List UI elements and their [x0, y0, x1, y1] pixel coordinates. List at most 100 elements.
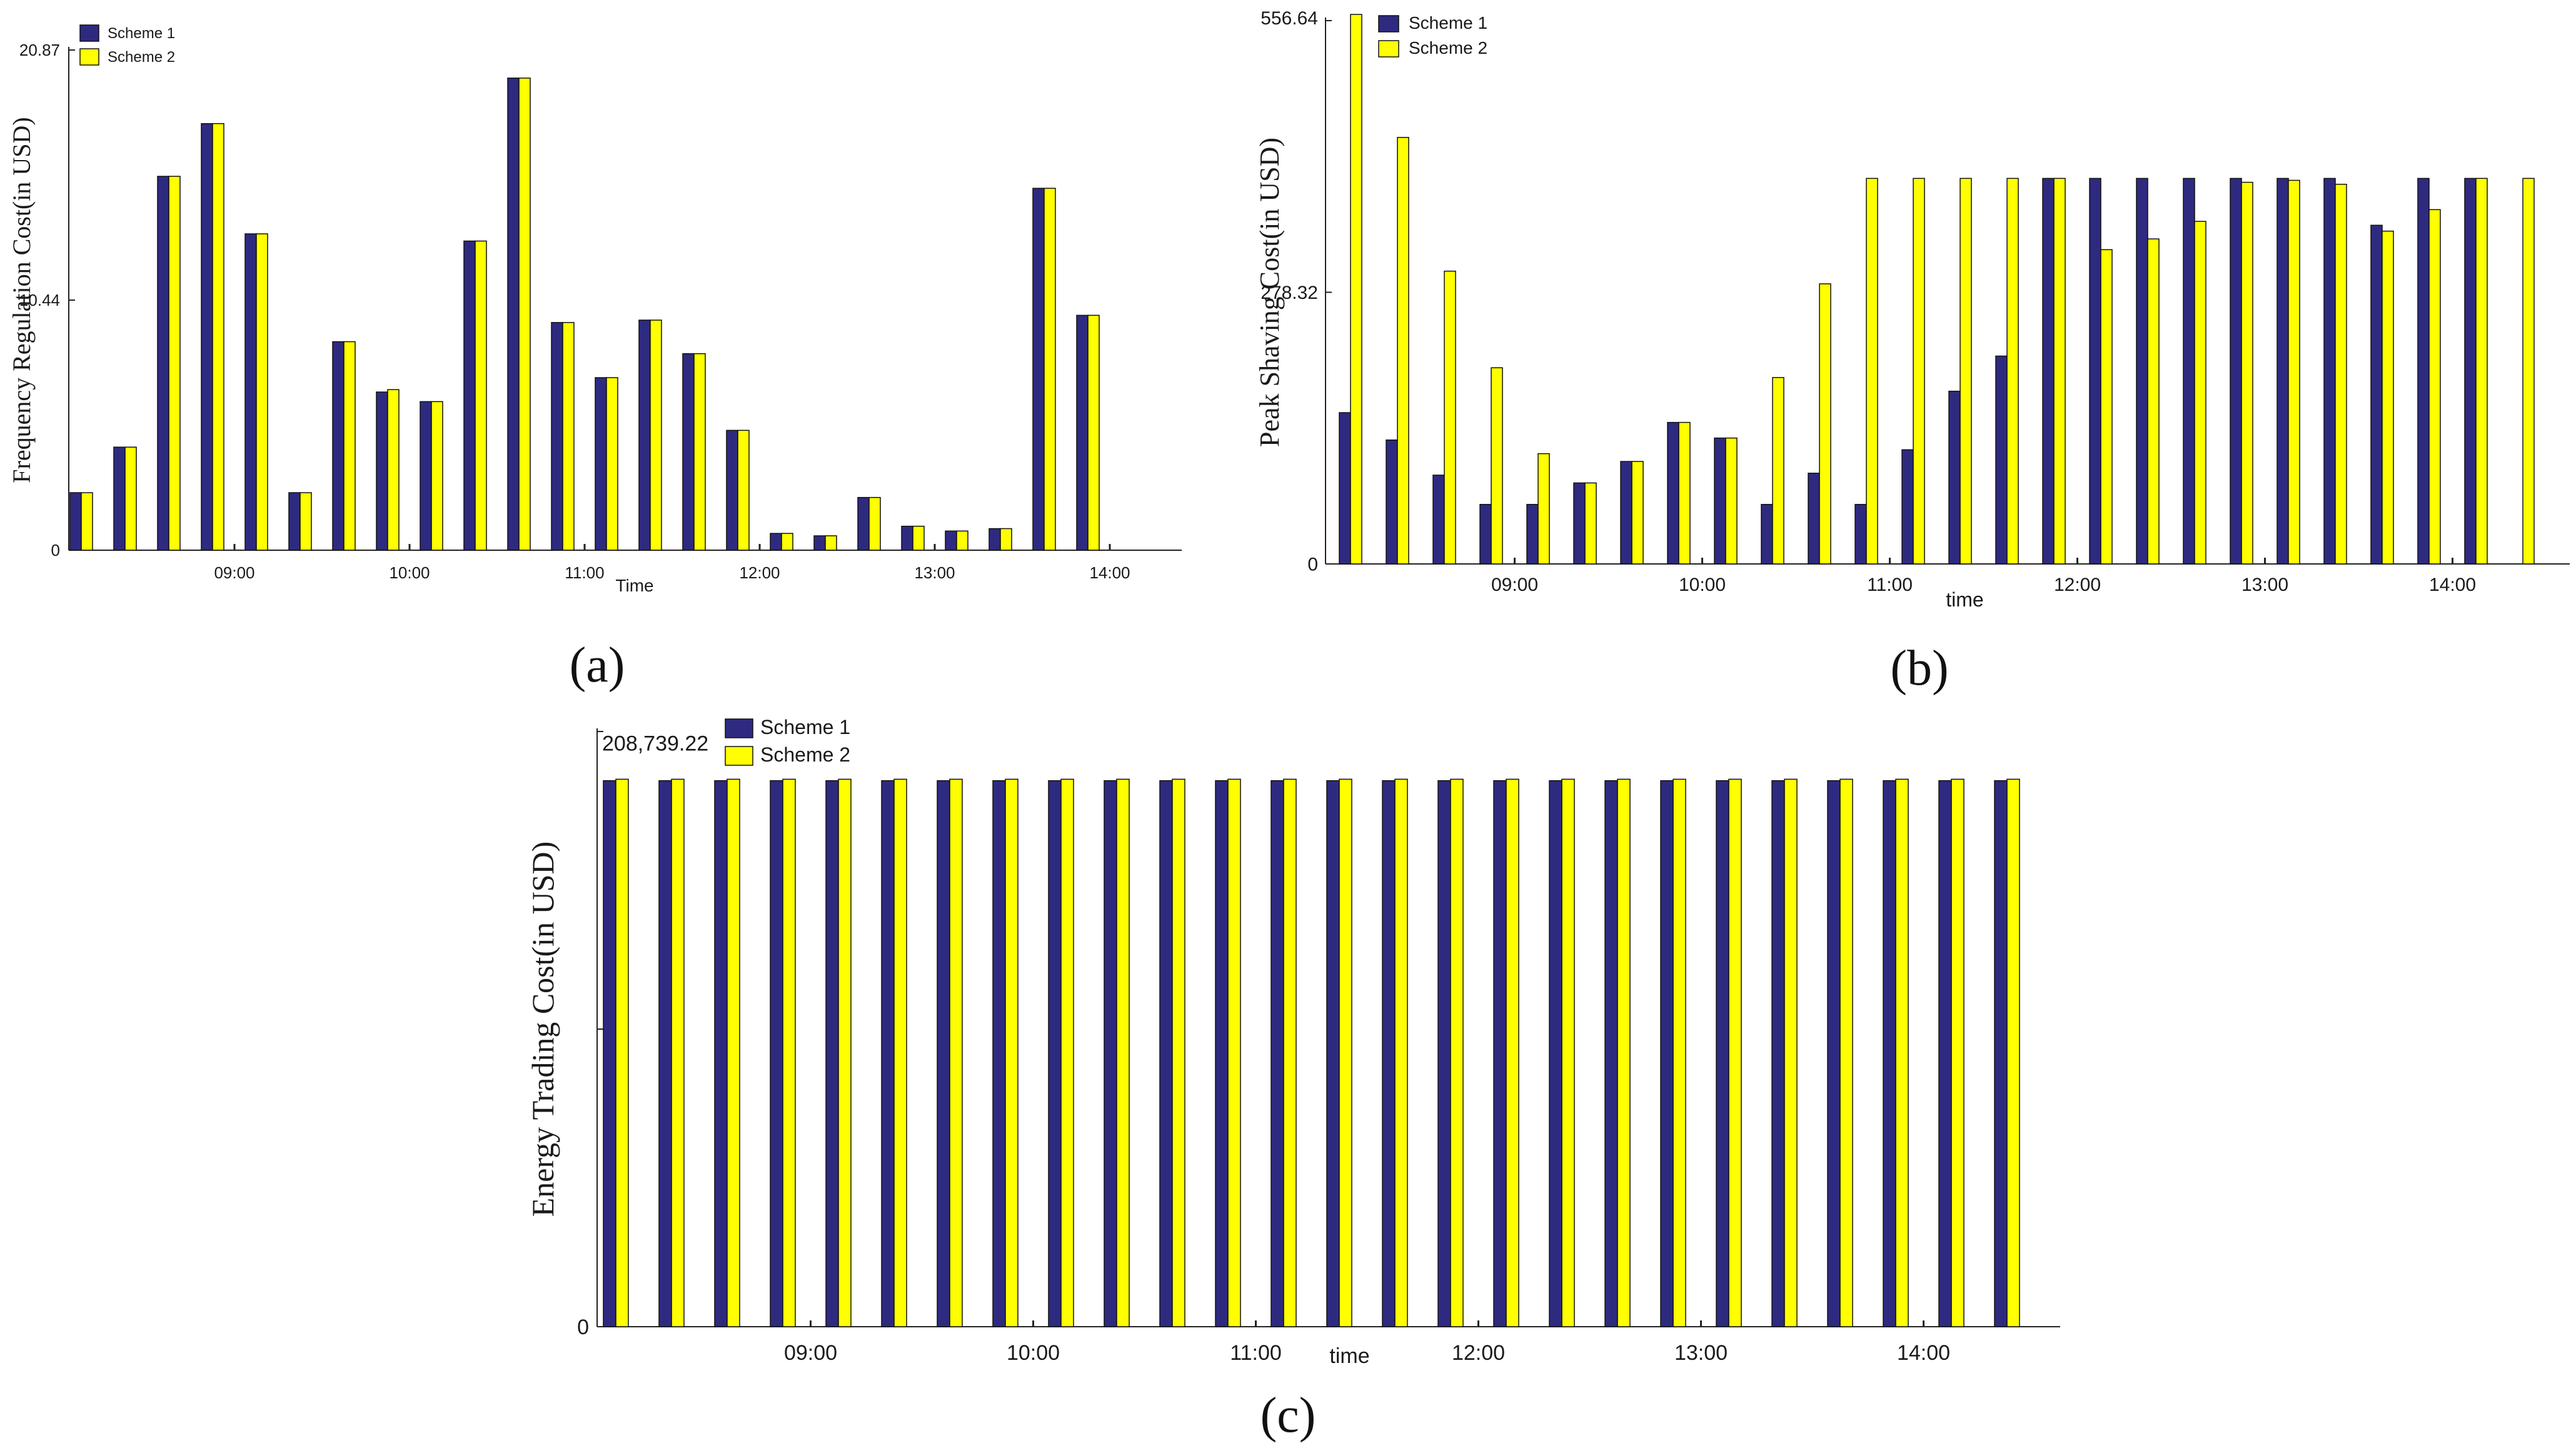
- bar-scheme2: [693, 353, 706, 551]
- legend-swatch-scheme2: [1378, 40, 1399, 58]
- bar-scheme1: [1326, 780, 1340, 1327]
- y-tick-label: 278.32: [1260, 283, 1318, 303]
- bar-scheme2: [1044, 188, 1056, 551]
- legend-label: Scheme 2: [1409, 38, 1487, 58]
- bar-scheme2: [1444, 270, 1456, 565]
- bar-scheme2: [2382, 230, 2394, 565]
- bar-scheme2: [1227, 778, 1241, 1327]
- bar-scheme1: [1437, 780, 1451, 1327]
- bar-scheme2: [2428, 209, 2441, 565]
- bar-scheme2: [782, 778, 796, 1327]
- chart-panel-c: 0 208,739.22 09:00 10:00 11:00 12:00 13:00 14:0…: [525, 716, 2060, 1443]
- bar-scheme2: [912, 525, 925, 551]
- bar-scheme1: [1667, 421, 1679, 565]
- bar-scheme2: [518, 78, 531, 551]
- bar-scheme1: [1604, 780, 1618, 1327]
- bar-scheme2: [1617, 778, 1631, 1327]
- bar-scheme2: [2006, 778, 2020, 1327]
- bar-scheme1: [2230, 178, 2242, 565]
- bar-scheme1: [1808, 473, 1820, 565]
- bar-scheme1: [1771, 780, 1785, 1327]
- bar-scheme1: [1827, 780, 1841, 1327]
- x-tick-label: 11:00: [1867, 575, 1913, 595]
- x-tick-label: 13:00: [2241, 575, 2288, 595]
- bar-scheme1: [1549, 780, 1562, 1327]
- bar-scheme2: [615, 778, 629, 1327]
- bar-scheme2: [1784, 778, 1798, 1327]
- bar-scheme1: [1386, 439, 1398, 565]
- bar-scheme1: [288, 492, 301, 551]
- bar-scheme1: [901, 525, 913, 551]
- bar-scheme1: [551, 322, 563, 551]
- bar-scheme1: [937, 780, 950, 1327]
- bar-scheme1: [2370, 224, 2383, 565]
- bar-scheme2: [1350, 14, 1362, 565]
- bar-scheme1: [69, 492, 82, 551]
- chart-panel-b: 0 278.32 556.64 09:00 10:00 11:00 12:00 13:00 14…: [1254, 8, 2570, 696]
- bar-scheme1: [1994, 780, 2008, 1327]
- bar-scheme2: [2475, 178, 2488, 565]
- bar-scheme1: [813, 535, 826, 551]
- y-tick-label: 0: [1307, 555, 1318, 575]
- bar-scheme2: [893, 778, 907, 1327]
- bar-scheme1: [2277, 178, 2289, 565]
- bar-scheme2: [1116, 778, 1130, 1327]
- x-tick-label: 13:00: [1674, 1341, 1728, 1365]
- bar-scheme1: [1761, 504, 1773, 565]
- legend-label: Scheme 1: [760, 716, 850, 738]
- bar-scheme2: [1895, 778, 1909, 1327]
- x-tick-label: 12:00: [1452, 1341, 1505, 1365]
- legend-swatch-scheme1: [79, 24, 99, 42]
- legend: Scheme 1 Scheme 2: [1378, 13, 1487, 58]
- legend: Scheme 1 Scheme 2: [725, 716, 850, 766]
- bar-scheme2: [387, 389, 400, 551]
- x-tick-label: 14:00: [1897, 1341, 1950, 1365]
- legend-swatch-scheme1: [1378, 15, 1399, 33]
- bar-scheme1: [1714, 437, 1726, 565]
- y-axis-title: Energy Trading Cost(in USD): [525, 842, 560, 1217]
- legend-swatch-scheme2: [725, 746, 753, 766]
- bar-scheme2: [2053, 178, 2066, 565]
- bar-scheme2: [671, 778, 685, 1327]
- x-axis-title: time: [1329, 1344, 1369, 1368]
- bar-scheme2: [2194, 221, 2206, 565]
- bar-scheme1: [1493, 780, 1507, 1327]
- bar-scheme1: [770, 780, 783, 1327]
- bar-scheme2: [256, 233, 268, 551]
- bar-scheme2: [949, 778, 963, 1327]
- bar-scheme2: [1283, 778, 1297, 1327]
- y-tick-label: 556.64: [1260, 8, 1318, 29]
- bar-scheme2: [343, 341, 356, 551]
- bar-scheme1: [1339, 412, 1351, 565]
- bar-scheme1: [1948, 390, 1961, 565]
- legend-swatch-scheme2: [79, 48, 99, 66]
- bar-scheme2: [1450, 778, 1464, 1327]
- y-axis-title: Peak Shaving Cost(in USD): [1254, 138, 1285, 447]
- bar-scheme2: [124, 446, 137, 551]
- bar-scheme1: [2183, 178, 2195, 565]
- x-tick-label: 09:00: [214, 563, 254, 582]
- bar-scheme2: [2288, 179, 2300, 565]
- bar-scheme1: [420, 401, 432, 551]
- y-tick-label: 10.44: [19, 291, 60, 309]
- bar-scheme2: [1000, 528, 1012, 551]
- bar-scheme1: [945, 530, 957, 551]
- y-axis-title: Frequency Regulation Cost(in USD): [8, 117, 36, 483]
- bar-scheme2: [212, 123, 224, 551]
- legend: Scheme 1 Scheme 2: [79, 24, 175, 66]
- bar-scheme2: [1339, 778, 1352, 1327]
- bar-scheme2: [562, 322, 575, 551]
- bar-scheme2: [1673, 778, 1686, 1327]
- bar-scheme2: [1087, 314, 1100, 551]
- bar-scheme1: [463, 240, 476, 551]
- bar-scheme2: [1060, 778, 1074, 1327]
- bar-scheme1: [2464, 178, 2477, 565]
- bar-scheme2: [1960, 178, 1972, 565]
- bar-scheme2: [1561, 778, 1575, 1327]
- bar-scheme1: [376, 391, 388, 551]
- bar-scheme2: [781, 533, 793, 551]
- y-tick-label: 0: [577, 1315, 589, 1339]
- bar-scheme1: [770, 533, 782, 551]
- y-tick-label: 20.87: [19, 41, 60, 59]
